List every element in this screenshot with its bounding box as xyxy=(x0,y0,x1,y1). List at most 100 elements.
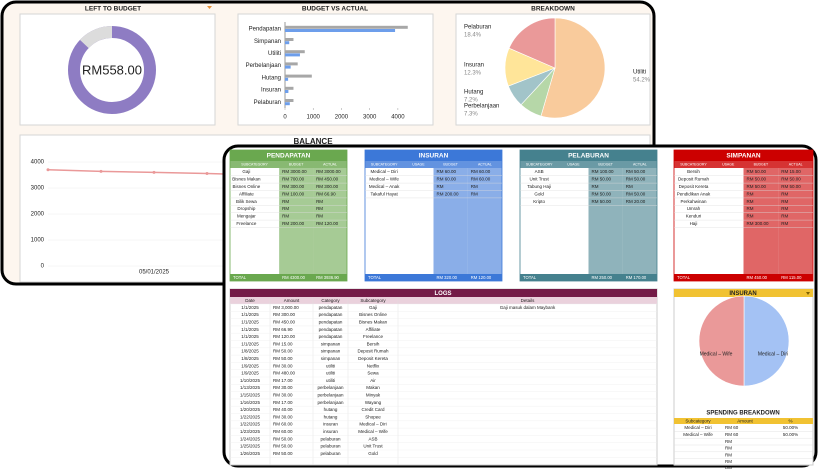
panel-title: PELABURAN xyxy=(568,153,609,160)
cell: pendapatan xyxy=(319,334,343,339)
total-row xyxy=(520,274,657,281)
cell: RM xyxy=(282,199,289,204)
cell: RM 50.00 xyxy=(273,444,293,449)
cell: RM xyxy=(747,191,754,196)
cell: RM 120.00 xyxy=(316,221,339,226)
cell: RM 50.00 xyxy=(781,177,801,182)
cell: Netflix xyxy=(367,363,380,368)
bar xyxy=(285,25,408,29)
bar xyxy=(285,86,294,90)
category-label: Simpanan xyxy=(254,39,281,45)
slice-label: Medical – Diri xyxy=(758,351,788,357)
cell: Gaji xyxy=(242,169,250,174)
cell: 1/1/2025 xyxy=(241,305,259,310)
cell: Kripto xyxy=(533,199,545,204)
cell: 50.00% xyxy=(783,432,798,437)
cell: Freelance xyxy=(236,221,257,226)
cell: insuran xyxy=(323,429,338,434)
panel-header xyxy=(365,150,502,161)
cell: Pendidikan Anak xyxy=(677,191,711,196)
cell: pendapatan xyxy=(319,327,343,332)
cell: RM 66.90 xyxy=(273,327,293,332)
panel-header xyxy=(520,150,657,161)
cell: RM 3000.00 xyxy=(282,169,307,174)
side-header xyxy=(674,289,813,297)
cell: 1/8/2025 xyxy=(241,356,259,361)
total-cell: RM 170.00 xyxy=(626,275,647,280)
cell: Deposit Rumah xyxy=(357,349,389,354)
cell: RM 50.00 xyxy=(273,349,293,354)
bar xyxy=(285,53,300,57)
cell: Gold xyxy=(368,451,378,456)
cell: RM 66.90 xyxy=(316,191,336,196)
total-cell: TOTAL xyxy=(368,275,382,280)
cell: pendapatan xyxy=(319,319,343,324)
slice-label: Insuran xyxy=(464,63,484,69)
cell: Bisnes Makan xyxy=(232,177,261,182)
slice-value: 18.4% xyxy=(464,33,482,39)
cell: RM 20.00 xyxy=(626,199,646,204)
category-label: Hutang xyxy=(262,75,281,81)
total-cell: RM 120.00 xyxy=(471,275,492,280)
dropdown-icon[interactable] xyxy=(806,292,810,295)
column-header: SUBCATEGORY xyxy=(371,163,398,167)
cell: RM 50.00 xyxy=(626,191,646,196)
cell: simpanan xyxy=(321,341,341,346)
cell: RM 60 xyxy=(725,432,739,437)
cell: Deposit Kereta xyxy=(358,356,388,361)
cell: simpanan xyxy=(321,356,341,361)
panel-title: INSURAN xyxy=(729,291,756,297)
cell: utiliti xyxy=(326,378,335,383)
total-cell: RM 250.00 xyxy=(592,275,613,280)
logs-column-row xyxy=(230,297,657,304)
column-header: Amount xyxy=(737,418,753,423)
donut-remaining xyxy=(79,26,113,49)
cell: RM xyxy=(316,214,323,219)
cell: RM xyxy=(781,206,788,211)
cell: Deposit Kereta xyxy=(679,184,709,189)
cell: RM 30.00 xyxy=(273,363,293,368)
slice-label: Perbelanjaan xyxy=(464,104,499,110)
cell: RM xyxy=(747,199,754,204)
cell: RM xyxy=(316,199,323,204)
cell: RM xyxy=(781,199,788,204)
cell: Gaji xyxy=(369,305,377,310)
cell: RM 50.00 xyxy=(781,184,801,189)
bar xyxy=(285,62,298,66)
bar xyxy=(285,77,289,81)
cell: 1/9/2025 xyxy=(241,363,259,368)
panel-title: LOGS xyxy=(434,291,451,297)
cell: Air xyxy=(370,378,376,383)
slice-label: Utiliti xyxy=(633,70,646,76)
cell: 1/20/2025 xyxy=(240,407,261,412)
cell: Makan xyxy=(366,385,380,390)
cell: RM xyxy=(725,466,732,469)
cell: RM xyxy=(725,459,732,464)
pie-slice xyxy=(540,17,606,119)
column-fill xyxy=(279,168,314,274)
dropdown-icon[interactable] xyxy=(207,6,212,9)
cell: RM xyxy=(626,184,633,189)
cell: 1/1/2025 xyxy=(241,341,259,346)
category-label: Perbelanjaan xyxy=(246,63,281,69)
cell: RM 50.00 xyxy=(747,169,767,174)
column-header: Details xyxy=(521,298,536,303)
x-tick-label: 05/01/2025 xyxy=(139,270,170,276)
cell: RM 300.00 xyxy=(273,312,296,317)
cell: Haji xyxy=(690,221,698,226)
column-header: USAGE xyxy=(567,163,580,167)
cell: Wayang xyxy=(365,400,382,405)
cell: 50.00% xyxy=(783,425,798,430)
y-tick-label: 2000 xyxy=(31,212,45,218)
cell: RM 50.00 xyxy=(747,177,767,182)
column-header: SUBCATEGORY xyxy=(241,163,268,167)
total-row xyxy=(365,274,502,281)
cell: 1/24/2025 xyxy=(240,436,261,441)
cell: RM 15.00 xyxy=(273,341,293,346)
cell: simpanan xyxy=(321,349,341,354)
column-header: Subcategory xyxy=(360,298,386,303)
x-tick-label: 0 xyxy=(283,115,287,121)
y-tick-label: 1000 xyxy=(31,238,45,244)
cell: pendapatan xyxy=(319,305,343,310)
